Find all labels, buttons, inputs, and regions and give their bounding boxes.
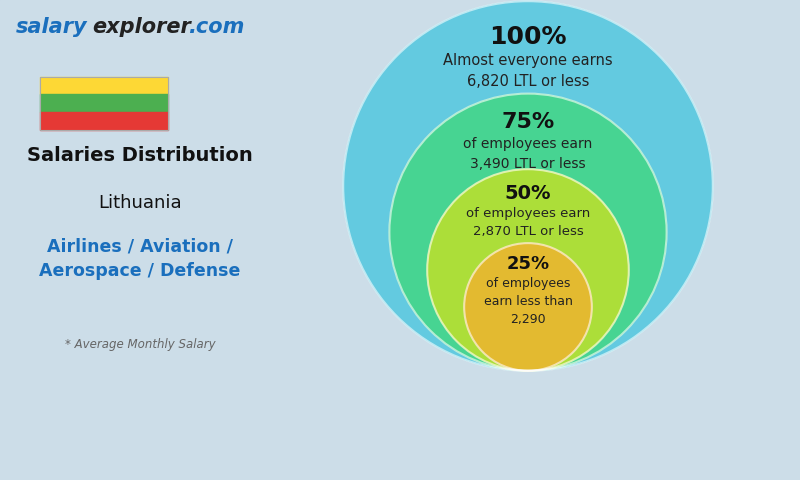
Text: Almost everyone earns
6,820 LTL or less: Almost everyone earns 6,820 LTL or less [443, 53, 613, 89]
Circle shape [390, 94, 666, 371]
Text: 75%: 75% [502, 112, 554, 132]
Text: Salaries Distribution: Salaries Distribution [27, 146, 253, 166]
Circle shape [343, 1, 713, 371]
Bar [40, 112, 168, 130]
Text: .com: .com [188, 17, 244, 37]
Text: 100%: 100% [490, 25, 566, 49]
Bar [40, 77, 168, 95]
Text: Lithuania: Lithuania [98, 194, 182, 213]
Text: salary: salary [16, 17, 88, 37]
Circle shape [464, 243, 592, 371]
Text: 50%: 50% [505, 184, 551, 204]
Text: of employees earn
2,870 LTL or less: of employees earn 2,870 LTL or less [466, 207, 590, 238]
Text: of employees earn
3,490 LTL or less: of employees earn 3,490 LTL or less [463, 137, 593, 171]
Text: of employees
earn less than
2,290: of employees earn less than 2,290 [483, 277, 573, 326]
Text: * Average Monthly Salary: * Average Monthly Salary [65, 338, 215, 351]
Bar [40, 77, 168, 130]
Circle shape [427, 169, 629, 371]
Bar [40, 95, 168, 112]
Text: 25%: 25% [506, 255, 550, 273]
Text: Airlines / Aviation /
Aerospace / Defense: Airlines / Aviation / Aerospace / Defens… [39, 238, 241, 280]
Text: explorer: explorer [92, 17, 190, 37]
